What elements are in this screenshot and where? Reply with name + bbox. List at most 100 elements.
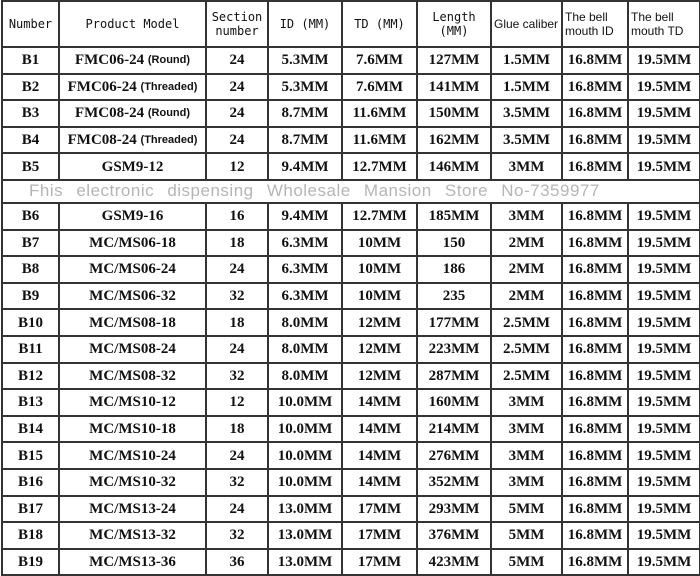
cell-id: 8.0MM [267,361,343,391]
cell-text: 5.3MM [281,78,329,95]
table-row: B11 MC/MS08-24 24 8.0MM 12MM 223MM 2.5MM 16.8MM… [1,334,700,364]
header-row: Number Product Model Section number ID (… [1,0,700,48]
cell-text: 141MM [428,78,480,95]
cell-text: 18 [229,314,245,331]
cell-text: 19.5MM [636,474,692,491]
cell-number: B9 [1,281,60,311]
cell-td: 14MM [341,388,418,417]
cell-id: 8.7MM [267,99,343,128]
cell-text: 19.5MM [636,314,692,331]
cell-text: B12 [17,367,43,384]
cell-text: 3MM [508,447,545,464]
cell-text: 18 [229,421,245,438]
cell-text: 6.3MM [281,234,329,251]
cell-text: B14 [17,421,43,438]
header-product-model: Product Model [58,0,207,48]
cell-glue: 1.5MM [490,46,563,75]
cell-bell-id: 16.8MM [561,201,629,231]
cell-glue: 3.5MM [490,125,563,155]
cell-text: 13.0MM [277,500,333,517]
cell-text: B19 [17,553,43,570]
cell-model: MC/MS10-18 [58,414,207,444]
cell-number: B14 [1,414,60,444]
cell-id: 8.7MM [267,125,343,155]
cell-td: 10MM [341,281,418,311]
cell-text: 24 [229,261,245,278]
cell-text: 10.0MM [277,421,333,438]
cell-text: 223MM [428,341,480,358]
cell-text: 10.0MM [277,447,333,464]
cell-model: MC/MS10-12 [58,388,207,417]
cell-bell-id: 16.8MM [561,334,629,364]
cell-text: 19.5MM [636,261,692,278]
cell-text: 19.5MM [636,341,692,358]
cell-td: 12MM [341,334,418,364]
cell-glue: 3.5MM [490,99,563,128]
cell-text: 1.5MM [502,52,551,69]
cell-text: 276MM [428,447,480,464]
cell-model: FMC06-24 (Threaded) [58,72,207,102]
cell-text: 10.0MM [277,474,333,491]
cell-glue: 3MM [490,201,563,231]
table-row: B3 FMC08-24 (Round) 24 8.7MM 11.6MM 150MM 3.5M… [1,99,700,128]
cell-text: 8.0MM [281,314,329,331]
cell-text: MC/MS10-24 [89,447,176,464]
header-bell-mouth-id: The bell mouth ID [561,0,629,48]
cell-text: 2.5MM [502,314,551,331]
cell-section: 24 [205,334,269,364]
cell-bell-td: 19.5MM [627,414,700,444]
cell-model: FMC08-24 (Round) [58,99,207,128]
cell-id: 13.0MM [267,521,343,550]
cell-text: 32 [229,474,245,491]
cell-text: 19.5MM [636,288,692,305]
cell-td: 17MM [341,547,418,576]
cell-length: 177MM [416,308,492,337]
cell-text: GSM9-12 [101,158,164,175]
header-section-number: Section number [205,0,269,48]
cell-text: 376MM [428,527,480,544]
table-row: B12 MC/MS08-32 32 8.0MM 12MM 287MM 2.5MM 16.8MM… [1,361,700,391]
cell-text: GSM9-16 [101,208,164,225]
cell-number: B18 [1,521,60,550]
cell-td: 10MM [341,255,418,284]
cell-text: 10MM [357,261,402,278]
cell-bell-id: 16.8MM [561,255,629,284]
cell-text: 13.0MM [277,553,333,570]
cell-length: 141MM [416,72,492,102]
cell-text: 2.5MM [502,341,551,358]
cell-text: B5 [21,158,40,175]
cell-glue: 2.5MM [490,361,563,391]
cell-bell-td: 19.5MM [627,152,700,181]
cell-glue: 2MM [490,228,563,258]
cell-number: B19 [1,547,60,576]
cell-bell-id: 16.8MM [561,441,629,470]
cell-text: B9 [21,288,40,305]
cell-td: 7.6MM [341,46,418,75]
cell-id: 6.3MM [267,228,343,258]
cell-text: 19.5MM [636,500,692,517]
cell-text: B18 [17,527,43,544]
cell-glue: 2MM [490,281,563,311]
cell-length: 150 [416,228,492,258]
cell-text: 24 [229,78,245,95]
table-row: B8 MC/MS06-24 24 6.3MM 10MM 186 2MM 16.8MM 19.5M… [1,255,700,284]
cell-section: 24 [205,494,269,524]
cell-td: 11.6MM [341,125,418,155]
cell-model: GSM9-12 [58,152,207,181]
cell-td: 12.7MM [341,201,418,231]
cell-model: MC/MS13-36 [58,547,207,576]
cell-text: 16.8MM [567,394,623,411]
table-row: B15 MC/MS10-24 24 10.0MM 14MM 276MM 3MM 16.8MM 1… [1,441,700,470]
cell-length: 146MM [416,152,492,181]
cell-model: MC/MS13-24 [58,494,207,524]
cell-text: 24 [229,105,245,122]
cell-model: GSM9-16 [58,201,207,231]
cell-text: 17MM [357,527,402,544]
cell-length: 150MM [416,99,492,128]
cell-text: 16.8MM [567,421,623,438]
cell-section: 12 [205,388,269,417]
cell-length: 376MM [416,521,492,550]
cell-length: 160MM [416,388,492,417]
cell-text: 8.7MM [281,105,329,122]
